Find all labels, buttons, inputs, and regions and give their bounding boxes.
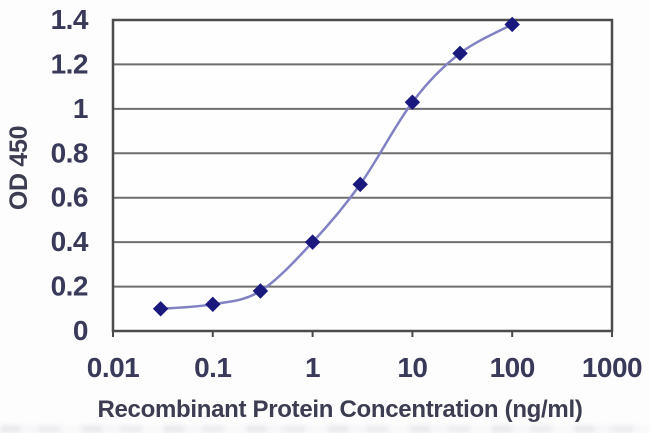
- y-tick-label: 0.6: [51, 182, 88, 213]
- gridline-layer: [111, 18, 614, 333]
- y-tick-label: 0.2: [51, 271, 88, 302]
- y-tick-label: 0: [73, 315, 88, 346]
- data-point-marker: [152, 301, 169, 317]
- series-line: [159, 23, 514, 311]
- y-axis-title: OD 450: [5, 126, 33, 210]
- y-tick-label: 0.4: [51, 226, 89, 257]
- x-tick-label: 0.01: [87, 352, 140, 383]
- plot-background: [113, 20, 612, 331]
- data-point-marker: [452, 45, 468, 62]
- x-tick-label: 1000: [582, 352, 642, 383]
- x-tick-label: 100: [490, 352, 535, 383]
- tick-layer: 0.01 0.1 1 10 100 1000 0 0.2 0.4 0.6 0.8 1 1.2 1.4: [51, 4, 643, 383]
- x-tick-label: 10: [397, 352, 427, 383]
- data-point-marker: [352, 176, 368, 193]
- y-tick-label: 1: [73, 93, 88, 124]
- data-point-marker: [205, 296, 221, 313]
- x-axis-title: Recombinant Protein Concentration (ng/ml…: [97, 396, 582, 423]
- data-point-marker: [304, 234, 321, 250]
- data-point-marker: [504, 16, 520, 33]
- x-tick-label: 1: [305, 352, 320, 383]
- data-point-marker: [252, 283, 269, 299]
- plot-border: [111, 18, 614, 333]
- data-point-marker: [404, 94, 421, 110]
- y-tick-label: 0.8: [51, 137, 88, 168]
- y-tick-label: 1.4: [51, 4, 89, 35]
- data-series-layer: [152, 16, 520, 317]
- y-tick-label: 1.2: [51, 48, 88, 79]
- bottom-jpeg-artifact-strip: [0, 425, 650, 433]
- x-tick-label: 0.1: [194, 352, 231, 383]
